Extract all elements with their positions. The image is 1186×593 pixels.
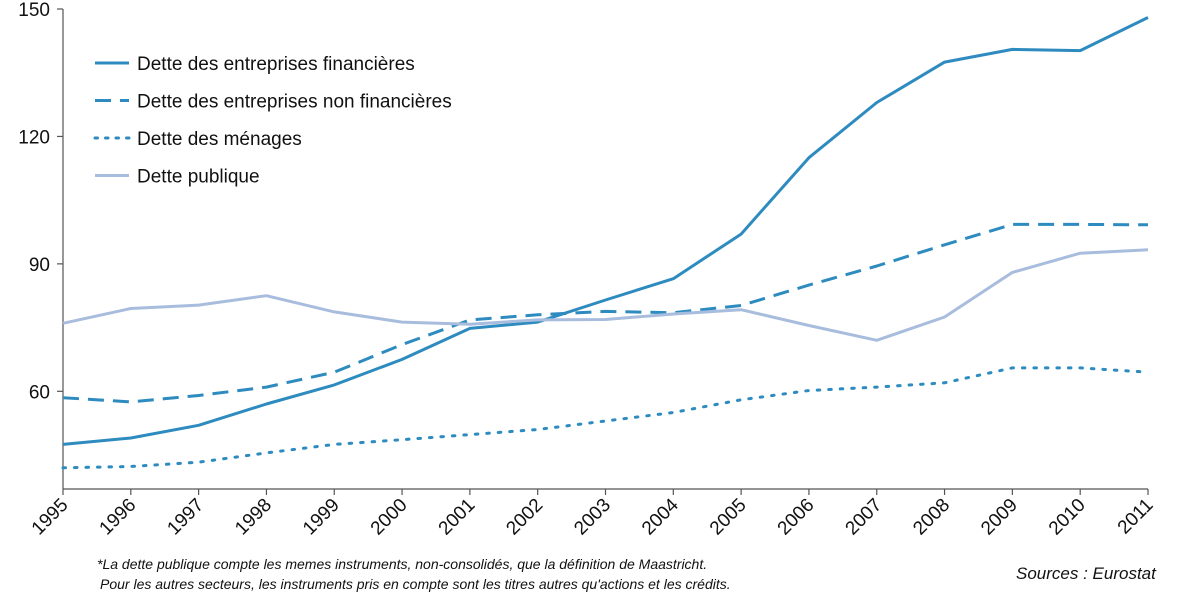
legend-label: Dette des entreprises financières [137,54,415,75]
y-tick-label: 90 [29,255,50,276]
x-tick-label: 2010 [1045,495,1090,540]
x-tick-label: 1995 [28,495,73,540]
x-tick-label: 2006 [774,495,819,540]
footnote-line-1: *La dette publique compte les memes inst… [97,556,708,572]
x-tick-label: 2011 [1114,495,1158,539]
x-tick-label: 1999 [299,495,344,540]
x-tick-label: 2002 [502,495,547,540]
x-tick-label: 2001 [435,495,480,540]
series-line-2 [62,222,1149,404]
series-layer [61,16,1150,470]
chart-legend: Dette des entreprises financières Dette d… [93,54,452,188]
x-tick-label: 2005 [706,495,751,540]
x-tick-label: 2000 [367,495,412,540]
series-line-4 [62,248,1149,342]
x-tick-label: 1996 [96,495,141,540]
x-tick-label: 1997 [163,495,208,540]
footnote-line-2: Pour les autres secteurs, les instrument… [100,576,731,592]
x-tick-label: 2004 [638,494,683,539]
source-credit: Sources : Eurostat [1016,564,1156,583]
y-tick-label: 60 [29,382,50,403]
x-tick-label: 2007 [842,495,887,540]
y-tick-label: 120 [18,127,50,148]
chart-axes: 60 90 120 150 1995 1996 1997 1998 1999 2000 2001 20… [18,0,1157,539]
x-tick-label: 2003 [570,495,615,540]
series-line-3 [61,366,1150,470]
x-tick-label: 1998 [231,495,276,540]
legend-label: Dette des ménages [137,129,302,150]
legend-label: Dette des entreprises non financières [137,92,452,113]
y-tick-label: 150 [18,0,50,21]
x-tick-label: 2009 [977,495,1022,540]
series-line-1 [62,16,1149,446]
x-tick-label: 2008 [909,495,954,540]
legend-label: Dette publique [137,167,260,188]
